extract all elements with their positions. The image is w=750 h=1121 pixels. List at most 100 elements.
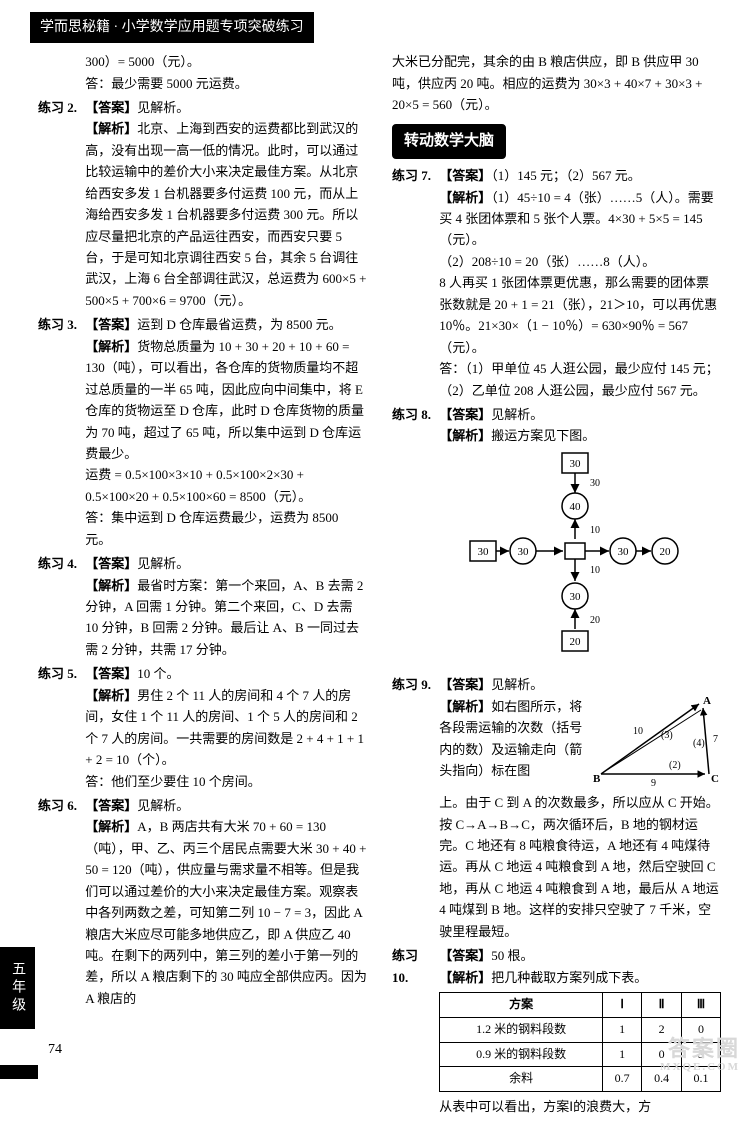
practice-4: 练习 4. 【答案】见解析。 【解析】最省时方案：第一个来回，A、B 去需 2 … (38, 553, 368, 660)
watermark-sub: MXQE.COM (660, 1061, 740, 1073)
svg-text:10: 10 (590, 565, 600, 576)
svg-text:30: 30 (518, 546, 530, 558)
answer: 见解析。 (491, 407, 543, 422)
answer: 见解析。 (491, 677, 543, 692)
svg-text:20: 20 (570, 636, 582, 648)
answer-tag: 【答案】 (85, 556, 137, 571)
svg-text:30: 30 (478, 546, 490, 558)
answer-tag: 【答案】 (439, 948, 491, 963)
svg-text:30: 30 (618, 546, 630, 558)
th: Ⅱ (642, 993, 681, 1018)
label: 练习 6. (38, 795, 82, 816)
label: 练习 7. (392, 165, 436, 186)
svg-text:40: 40 (570, 501, 582, 513)
answer-tag: 【答案】 (85, 100, 137, 115)
explain: 上。由于 C 到 A 的次数最多，所以应从 C 开始。按 C→A→B→C，两次循… (439, 795, 719, 939)
answer: 见解析。 (137, 100, 189, 115)
watermark: 答案圈 MXQE.COM (660, 1037, 740, 1073)
svg-text:7: 7 (713, 734, 718, 745)
answer: 10 个。 (137, 666, 179, 681)
td: 余料 (440, 1067, 603, 1092)
label: 练习 5. (38, 663, 82, 684)
practice-9: 练习 9. 【答案】见解析。 【解析】如右图所示，将各段需运输的次数（括号内的数… (392, 674, 722, 942)
explain-tag: 【解析】 (439, 970, 491, 985)
explain-tag: 【解析】 (439, 699, 491, 714)
explain-tag: 【解析】 (85, 339, 137, 354)
th: Ⅰ (602, 993, 641, 1018)
explain: 大米已分配完，其余的由 B 粮店供应，即 B 供应甲 30 吨，供应丙 20 吨… (392, 54, 703, 112)
td: 0.7 (602, 1067, 641, 1092)
practice-2: 练习 2. 【答案】见解析。 【解析】北京、上海到西安的运费都比到武汉的高，没有… (38, 97, 368, 311)
text: 300）= 5000（元）。 (85, 54, 200, 69)
answer: （1）145 元；（2）567 元。 (491, 168, 641, 183)
th: Ⅲ (681, 993, 720, 1018)
practice-10: 练习 10. 【答案】50 根。 【解析】把几种截取方案列成下表。 方案 Ⅰ Ⅱ… (392, 945, 722, 1118)
svg-text:(4): (4) (693, 738, 705, 749)
right-column: 大米已分配完，其余的由 B 粮店供应，即 B 供应甲 30 吨，供应丙 20 吨… (380, 51, 730, 1121)
explain-tag: 【解析】 (85, 819, 137, 834)
practice-8: 练习 8. 【答案】见解析。 【解析】搬运方案见下图。 30 30 40 10 … (392, 404, 722, 671)
transport-diagram: 30 30 40 10 30 30 30 20 10 (439, 451, 721, 667)
explain: 把几种截取方案列成下表。 (491, 970, 647, 985)
label: 练习 3. (38, 314, 82, 335)
svg-text:30: 30 (590, 478, 600, 489)
watermark-main: 答案圈 (668, 1036, 740, 1061)
left-column: 300）= 5000（元）。 答：最少需要 5000 元运费。 练习 2. 【答… (30, 51, 380, 1121)
explain: 北京、上海到西安的运费都比到武汉的高，没有出现一高一低的情况。此时，可以通过比较… (85, 121, 366, 308)
explain-tag: 【解析】 (85, 121, 137, 136)
section-heading: 转动数学大脑 (392, 124, 506, 159)
explain: 答：集中运到 D 仓库运费最少，运费为 8500 元。 (85, 510, 338, 546)
practice-6-cont: 大米已分配完，其余的由 B 粮店供应，即 B 供应甲 30 吨，供应丙 20 吨… (392, 51, 722, 115)
td: 1 (602, 1042, 641, 1067)
answer-tag: 【答案】 (85, 317, 137, 332)
label: 练习 2. (38, 97, 82, 118)
page-number: 74 (48, 1038, 62, 1061)
td: 1 (602, 1017, 641, 1042)
answer: 见解析。 (137, 556, 189, 571)
svg-text:(2): (2) (669, 760, 681, 771)
answer: 50 根。 (491, 948, 533, 963)
answer-tag: 【答案】 (85, 798, 137, 813)
svg-text:20: 20 (590, 615, 600, 626)
svg-text:10: 10 (590, 525, 600, 536)
explain: 答：他们至少要住 10 个房间。 (85, 774, 261, 789)
grade-tab: 五年级 (0, 947, 35, 1029)
svg-text:C: C (711, 773, 719, 785)
answer: 见解析。 (137, 798, 189, 813)
td: 0.9 米的钢料段数 (440, 1042, 603, 1067)
explain-tag: 【解析】 (85, 578, 137, 593)
svg-text:B: B (593, 773, 601, 785)
explain: 货物总质量为 10 + 30 + 20 + 10 + 60 = 130（吨），可… (85, 339, 364, 461)
td: 1.2 米的钢料段数 (440, 1017, 603, 1042)
explain-tag: 【解析】 (439, 190, 491, 205)
label: 练习 10. (392, 945, 436, 988)
answer: 运到 D 仓库最省运费，为 8500 元。 (137, 317, 341, 332)
explain: 从表中可以看出，方案Ⅰ的浪费大，方 (439, 1099, 651, 1114)
explain: 运费 = 0.5×100×3×10 + 0.5×100×2×30 + 0.5×1… (85, 467, 311, 503)
page-content: 300）= 5000（元）。 答：最少需要 5000 元运费。 练习 2. 【答… (0, 51, 750, 1121)
th: 方案 (440, 993, 603, 1018)
practice-7: 练习 7. 【答案】（1）145 元；（2）567 元。 【解析】（1）45÷1… (392, 165, 722, 401)
explain: （2）208÷10 = 20（张）……8（人）。 (439, 254, 655, 269)
label: 练习 9. (392, 674, 436, 695)
text: 答：最少需要 5000 元运费。 (85, 76, 248, 91)
svg-text:10: 10 (633, 726, 643, 737)
explain-tag: 【解析】 (85, 688, 137, 703)
answer-tag: 【答案】 (439, 168, 491, 183)
practice-6: 练习 6. 【答案】见解析。 【解析】A，B 两店共有大米 70 + 60 = … (38, 795, 368, 1009)
label: 练习 8. (392, 404, 436, 425)
svg-text:30: 30 (570, 591, 582, 603)
explain: A，B 两店共有大米 70 + 60 = 130（吨），甲、乙、丙三个居民点需要… (85, 819, 367, 1006)
book-header: 学而思秘籍 · 小学数学应用题专项突破练习 (30, 12, 314, 43)
page-block (0, 1065, 38, 1079)
svg-text:20: 20 (660, 546, 672, 558)
explain: 搬运方案见下图。 (491, 428, 595, 443)
practice-5: 练习 5. 【答案】10 个。 【解析】男住 2 个 11 人的房间和 4 个 … (38, 663, 368, 792)
svg-text:A: A (703, 696, 711, 707)
explain: 答：（1）甲单位 45 人逛公园，最少应付 145 元；（2）乙单位 208 人… (439, 361, 719, 397)
practice-3: 练习 3. 【答案】运到 D 仓库最省运费，为 8500 元。 【解析】货物总质… (38, 314, 368, 550)
explain-tag: 【解析】 (439, 428, 491, 443)
label: 练习 4. (38, 553, 82, 574)
explain: 8 人再买 1 张团体票更优惠，那么需要的团体票张数就是 20 + 1 = 21… (439, 275, 717, 354)
answer-tag: 【答案】 (439, 677, 491, 692)
